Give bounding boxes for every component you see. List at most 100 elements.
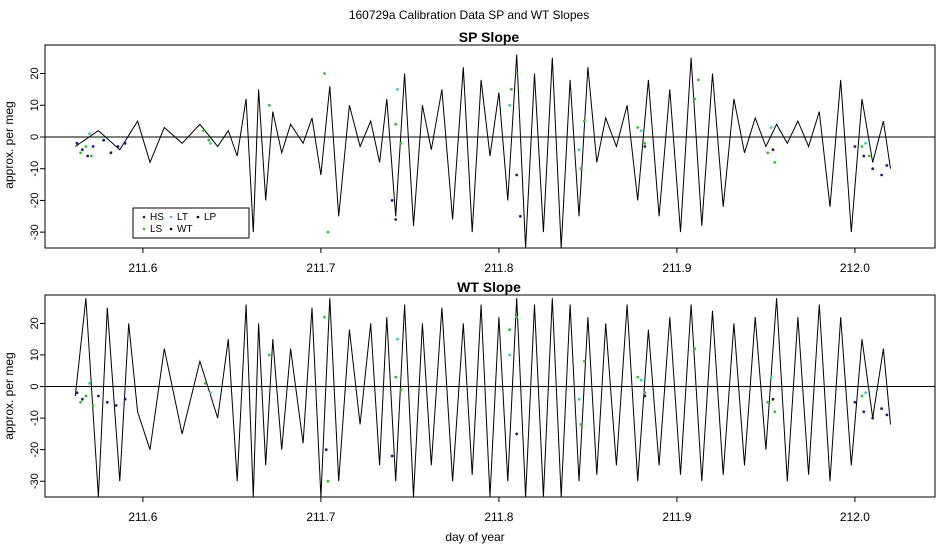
sp-series-ls-point (89, 154, 93, 158)
sp-xtick-label: 211.8 (484, 261, 513, 275)
figure-title: 160729a Calibration Data SP and WT Slope… (349, 8, 589, 22)
sp-series-lt-point (209, 141, 212, 145)
wt-series-lt-point (396, 337, 399, 341)
wt-series-hs-point (862, 410, 866, 414)
sp-series-ls-point (84, 145, 88, 148)
sp-slope-title: SP Slope (459, 29, 520, 45)
sp-series-ls-point (267, 103, 271, 107)
sp-series-ls-point (79, 151, 82, 155)
wt-ytick-label: 0 (29, 383, 41, 389)
sp-series-lt-point (577, 148, 581, 152)
wt-series-lt-point (769, 375, 773, 379)
wt-series-hs-point (643, 394, 647, 398)
sp-series-ls-point (394, 122, 398, 126)
wt-plot-frame (44, 294, 936, 498)
sp-series-lt-point (508, 103, 511, 107)
sp-series-hs-point (390, 199, 394, 202)
sp-series-hs-point (853, 145, 857, 148)
sp-series-lt-point (639, 129, 643, 133)
sp-series-ls-point (643, 141, 647, 145)
legend-label-lp: LP (204, 212, 217, 223)
wt-xtick-label: 212.0 (840, 510, 870, 524)
legend-marker-lp (196, 215, 200, 219)
wt-ytick-label: -30 (29, 473, 41, 489)
wt-series-wt-line (74, 298, 891, 497)
sp-series-ls-point (202, 129, 205, 133)
sp-series-hs-point (871, 167, 875, 171)
legend-marker-lt (169, 215, 173, 219)
wt-series-ls-point (579, 423, 583, 426)
wt-series-ls-point (91, 404, 95, 407)
wt-xtick-label: 211.8 (484, 510, 513, 524)
sp-series-hs-point (86, 154, 90, 158)
wt-series-ls-point (773, 410, 777, 414)
wt-xtick-label: 211.7 (306, 510, 335, 524)
sp-series-ls-point (323, 72, 326, 75)
sp-series-ls-point (766, 151, 770, 155)
wt-series-ls-point (79, 400, 82, 404)
legend-item-lt: LT (169, 212, 188, 223)
legend-label-wt: WT (177, 224, 193, 235)
wt-ytick-label: 20 (29, 317, 41, 329)
sp-series-ls-point (693, 97, 697, 101)
sp-series-hs-point (885, 164, 889, 167)
sp-ytick-label: 20 (29, 67, 41, 79)
sp-series-lt-point (88, 132, 91, 136)
wt-series-group (74, 298, 891, 497)
sp-series-hs-point (109, 151, 113, 155)
sp-series-hs-point (91, 145, 95, 148)
wt-series-hs-point (105, 400, 109, 404)
wt-series-lt-point (577, 397, 581, 401)
legend-item-hs: HS (142, 212, 164, 223)
legend-item-lp: LP (196, 212, 217, 223)
sp-ytick-label: 10 (29, 99, 41, 111)
wt-series-lt-point (864, 391, 867, 395)
sp-series-ls-point (579, 167, 583, 171)
wt-series-hs-point (515, 432, 519, 436)
wt-series-hs-point (324, 448, 328, 452)
legend-marker-wt (169, 227, 173, 231)
sp-series-hs-point (515, 173, 519, 177)
wt-series-ls-point (326, 479, 330, 483)
sp-series-lt-point (396, 88, 399, 91)
sp-series-ls-point (510, 88, 513, 91)
wt-series-ls-point (394, 375, 398, 379)
wt-series-lt-point (639, 378, 643, 382)
sp-series-ls-point (860, 145, 864, 148)
sp-series-hs-point (643, 145, 647, 148)
wt-ytick-label: 10 (29, 349, 41, 361)
wt-series-hs-point (390, 454, 394, 458)
wt-series-ls-point (766, 400, 770, 404)
sp-xtick-label: 211.6 (128, 261, 157, 275)
x-axis-label: day of year (445, 530, 504, 544)
wt-series-ls-point (643, 391, 647, 395)
wt-slope-plot-area: -30 -20 -10 0 10 20 211.6 211.7 211.8 211.9 212.0 (29, 294, 936, 524)
sp-slope-panel: SP Slope approx. per meg -30 -20 -10 0 10 20 2… (2, 29, 936, 275)
sp-series-hs-point (518, 214, 522, 218)
wt-xtick-label: 211.9 (662, 510, 691, 524)
sp-xtick-label: 212.0 (840, 261, 870, 275)
legend-label-ls: LS (150, 224, 163, 235)
wt-series-ls-point (636, 375, 640, 379)
wt-series-hs-point (853, 400, 857, 404)
wt-series-hs-point (75, 391, 79, 395)
sp-slope-plot-area: -30 -20 -10 0 10 20 211.6 211.7 211.8 211.9 212.0 (29, 44, 936, 275)
wt-series-lt-point (88, 382, 91, 385)
wt-series-hs-point (114, 404, 118, 407)
sp-xtick-label: 211.7 (306, 261, 335, 275)
sp-series-hs-point (102, 138, 106, 142)
wt-series-ls-point (860, 394, 864, 398)
sp-ytick-label: -20 (29, 192, 41, 208)
wt-series-ls-point (515, 315, 519, 319)
sp-series-hs-point (75, 141, 79, 145)
legend-box (132, 207, 250, 239)
legend-marker-hs (142, 215, 146, 219)
wt-series-ls-point (508, 328, 511, 332)
sp-plot-frame (44, 44, 936, 249)
wt-series-lt-point (209, 391, 212, 395)
wt-series-hs-point (871, 416, 875, 420)
wt-series-ls-point (323, 315, 326, 319)
sp-series-group (75, 54, 891, 248)
sp-series-ls-point (97, 135, 100, 139)
